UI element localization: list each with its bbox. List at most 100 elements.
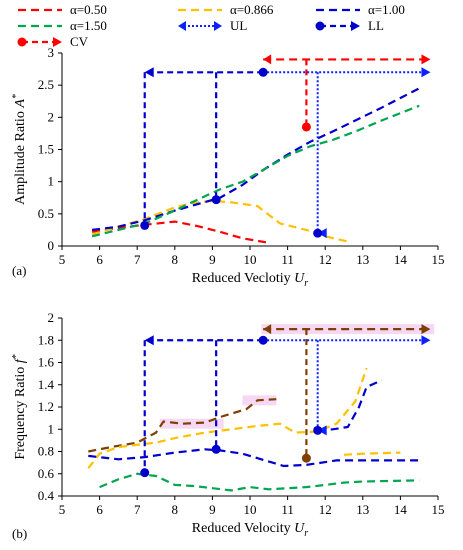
cv-arrow-right xyxy=(421,324,431,335)
series-line xyxy=(88,448,420,468)
ll-marker xyxy=(258,67,268,77)
series-line xyxy=(99,472,420,492)
x-axis-sub: r xyxy=(304,528,308,539)
y-tick-label: 0.8 xyxy=(38,444,54,459)
legend: α=0.50 α=0.866 α=1.00 α=1.50 UL LL CV xyxy=(17,2,405,49)
legend-arrow-right xyxy=(53,37,62,47)
y-tick-label: 1.4 xyxy=(38,377,55,392)
x-tick-label: 15 xyxy=(432,252,445,267)
series-line xyxy=(91,199,349,243)
legend-entry: α=1.00 xyxy=(316,2,405,17)
x-tick-label: 6 xyxy=(96,502,103,517)
y-tick-label: 1 xyxy=(48,421,55,436)
x-tick-label: 11 xyxy=(281,252,294,267)
y-tick-label: 1 xyxy=(48,174,55,189)
legend-marker xyxy=(17,37,27,47)
cv-arrow-right xyxy=(421,54,431,65)
legend-arrow-right xyxy=(351,21,360,31)
highlight-band xyxy=(159,418,224,429)
y-tick-label: 2.5 xyxy=(38,77,54,92)
ll-arrow-left xyxy=(144,335,154,346)
y-axis-var: f xyxy=(13,357,28,363)
x-tick-label: 12 xyxy=(319,252,332,267)
y-tick-label: 0.5 xyxy=(38,206,54,221)
cv-marker xyxy=(301,122,311,132)
legend-label: α=1.50 xyxy=(70,18,107,33)
panel-label: (b) xyxy=(12,526,27,541)
x-axis-sub: r xyxy=(304,278,308,289)
x-tick-label: 11 xyxy=(281,502,294,517)
legend-marker xyxy=(315,21,325,31)
x-tick-label: 9 xyxy=(209,252,216,267)
ul-arrow-right xyxy=(421,335,431,346)
legend-label: α=0.866 xyxy=(230,2,274,17)
series-line xyxy=(91,104,420,238)
cv-arrow-left xyxy=(263,324,272,335)
x-tick-label: 5 xyxy=(59,502,66,517)
x-tick-label: 8 xyxy=(172,502,179,517)
series-line xyxy=(91,87,420,231)
legend-entry: α=0.50 xyxy=(18,2,107,17)
legend-label: α=0.50 xyxy=(70,2,107,17)
x-tick-label: 6 xyxy=(96,252,103,267)
x-tick-label: 14 xyxy=(394,252,408,267)
cv-arrow-left xyxy=(263,54,272,65)
y-tick-label: 0.6 xyxy=(38,466,55,481)
legend-entry: α=1.50 xyxy=(18,18,107,33)
x-tick-label: 13 xyxy=(356,252,369,267)
legend-label: α=1.00 xyxy=(368,2,405,17)
series-line xyxy=(317,379,383,432)
y-tick-label: 0.4 xyxy=(38,488,55,503)
series-line xyxy=(87,367,368,469)
ll-arrow-left xyxy=(144,67,154,78)
y-axis-var: A xyxy=(13,99,28,109)
legend-entry: UL xyxy=(178,18,247,33)
ll-marker xyxy=(258,335,268,345)
x-tick-label: 5 xyxy=(59,252,66,267)
y-axis-label: Frequency Ratio f* xyxy=(11,354,28,459)
ul-marker xyxy=(313,425,323,435)
y-axis-sup: * xyxy=(11,354,22,359)
ll-marker xyxy=(211,195,221,205)
series-line xyxy=(88,398,277,453)
legend-arrow-right xyxy=(214,21,222,31)
panel-a-amplitude-chart: 5 6 7 8 9 10 11 12 13 14 15 0 0.5 1 1.5 2 2.5 3 Reduced Ve… xyxy=(11,45,445,289)
series-line xyxy=(343,451,401,456)
ll-marker xyxy=(140,220,150,230)
y-tick-label: 1.8 xyxy=(38,332,54,347)
series-line xyxy=(91,220,269,244)
y-tick-label: 2 xyxy=(48,310,55,325)
ul-arrow-right xyxy=(421,67,431,78)
x-tick-label: 7 xyxy=(134,502,141,517)
x-tick-label: 13 xyxy=(356,502,369,517)
y-tick-label: 1.2 xyxy=(38,399,54,414)
x-tick-label: 12 xyxy=(319,502,332,517)
legend-label: CV xyxy=(70,34,89,49)
x-axis-label: Reduced Velocity Ur xyxy=(192,521,309,539)
x-axis-label: Reduced Veclotiy Ur xyxy=(192,271,309,289)
y-tick-label: 0 xyxy=(48,238,55,253)
x-tick-label: 14 xyxy=(394,502,408,517)
x-axis-var: U xyxy=(294,271,305,286)
y-tick-label: 2 xyxy=(48,109,55,124)
x-tick-label: 8 xyxy=(172,252,179,267)
panel-b-frequency-chart: 5 6 7 8 9 10 11 12 13 14 15 0.4 0.6 0.8 1 1.2 1.4 1.6 1.8 2… xyxy=(11,310,445,541)
legend-entry: LL xyxy=(315,18,384,33)
legend-label: UL xyxy=(230,18,247,33)
ll-marker xyxy=(211,444,221,454)
y-tick-label: 3 xyxy=(48,45,55,60)
y-axis-sup: * xyxy=(11,94,22,99)
x-tick-label: 15 xyxy=(432,502,445,517)
y-tick-label: 1.5 xyxy=(38,142,54,157)
y-axis-label: Amplitude Ratio A* xyxy=(11,94,28,205)
legend-entry: CV xyxy=(17,34,89,49)
legend-label: LL xyxy=(368,18,384,33)
panel-label: (a) xyxy=(12,263,26,278)
legend-entry: α=0.866 xyxy=(178,2,274,17)
legend-arrow-left xyxy=(178,21,186,31)
x-tick-label: 7 xyxy=(134,252,141,267)
x-axis-var: U xyxy=(294,521,305,536)
cv-marker xyxy=(301,453,311,463)
x-tick-label: 10 xyxy=(244,502,257,517)
